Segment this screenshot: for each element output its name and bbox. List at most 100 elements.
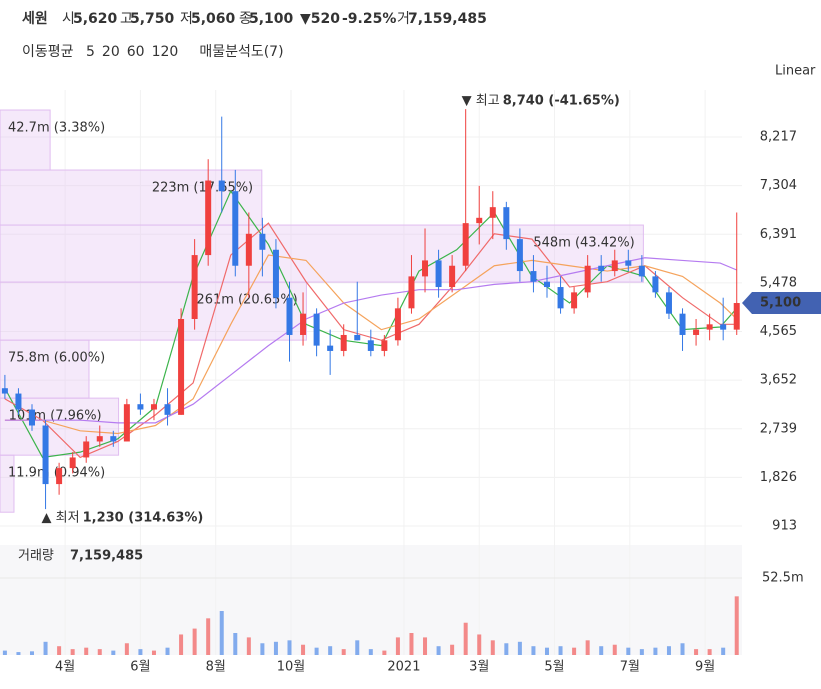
- volume-profile-label: 223m (17.65%): [152, 181, 253, 196]
- volume-bar: [504, 643, 509, 655]
- volume-profile-label: 261m (20.65%): [196, 293, 297, 308]
- volume-bar: [694, 649, 699, 655]
- header-change: ▼520: [300, 11, 340, 27]
- candle-body: [259, 233, 266, 250]
- candle-body: [476, 217, 483, 224]
- volume-bar: [246, 637, 251, 655]
- candle-body: [15, 393, 22, 410]
- volume-bar: [463, 622, 468, 655]
- header-high: 5,750: [130, 11, 175, 27]
- candle-body: [422, 260, 429, 277]
- candle-body: [286, 297, 293, 335]
- volume-bar: [450, 644, 455, 655]
- volume-bar: [206, 618, 211, 655]
- header-close-label: 종: [239, 11, 252, 27]
- candle-body: [110, 436, 117, 442]
- header-close: 5,100: [249, 11, 294, 27]
- moving-average-line: [4, 222, 737, 459]
- candle-body: [435, 260, 442, 288]
- volume-bar: [558, 646, 563, 655]
- candle-body: [218, 180, 225, 192]
- candle-body: [327, 345, 334, 351]
- volume-bar: [165, 647, 170, 655]
- volume-bar: [138, 649, 143, 655]
- volume-bar: [707, 649, 712, 655]
- candle-body: [272, 249, 279, 298]
- volume-bar: [490, 640, 495, 655]
- volume-bar: [423, 637, 428, 655]
- candle-body: [665, 292, 672, 314]
- volume-bar: [260, 643, 265, 655]
- x-tick-label: 7월: [620, 660, 640, 675]
- volume-profile-bar: [0, 109, 51, 171]
- volume-bar: [382, 650, 387, 655]
- volume-bar: [111, 650, 116, 655]
- volume-bar: [192, 628, 197, 655]
- volume-bar: [219, 611, 224, 655]
- candle-body: [69, 457, 76, 469]
- candle-body: [164, 404, 171, 415]
- y-tick-label: 913: [772, 518, 797, 533]
- volume-bar: [666, 646, 671, 655]
- candle-body: [232, 191, 239, 266]
- header-low: 5,060: [191, 11, 236, 27]
- x-tick-label: 4월: [55, 660, 75, 675]
- annotation-label: ▲ 최저: [42, 511, 80, 526]
- volume-bar: [328, 646, 333, 655]
- candle-body: [408, 276, 415, 309]
- candle-body: [137, 404, 144, 410]
- candle-body: [381, 340, 388, 351]
- volume-profile-bar: [0, 169, 263, 226]
- moving-average-line: [4, 254, 738, 435]
- volume-bar: [29, 651, 34, 655]
- x-tick-label: 8월: [206, 660, 226, 675]
- volume-bar: [639, 649, 644, 655]
- volume-bar: [2, 650, 7, 655]
- volume-bar: [151, 650, 156, 655]
- volume-profile-label: 548m (43.42%): [533, 236, 634, 251]
- volume-bar: [395, 637, 400, 655]
- candle-body: [557, 287, 564, 309]
- scale-label: Linear: [775, 64, 816, 79]
- candle-body: [489, 207, 496, 218]
- candle-body: [693, 329, 700, 335]
- price-tag: [742, 292, 821, 315]
- header-open-label: 시: [62, 11, 75, 27]
- y-tick-label: 8,217: [760, 130, 797, 145]
- x-tick-label: 2021: [387, 660, 420, 675]
- candle-body: [530, 271, 537, 282]
- candle-body: [1, 388, 8, 394]
- header-low-label: 저: [180, 11, 193, 27]
- candle-body: [503, 207, 510, 240]
- header-change-pct: -9.25%: [342, 11, 396, 27]
- candle-body: [191, 255, 198, 319]
- candle-body: [42, 425, 49, 485]
- moving-average-line: [4, 189, 738, 459]
- header-volume-label: 거: [397, 11, 410, 27]
- x-tick-label: 10월: [277, 660, 306, 675]
- volume-bar: [721, 647, 726, 655]
- annotation-value: 8,740 (-41.65%): [503, 94, 620, 109]
- annotation-value: 1,230 (314.63%): [83, 511, 204, 526]
- volume-profile-label: 42.7m (3.38%): [8, 121, 105, 136]
- candle-body: [449, 265, 456, 288]
- candle-body: [652, 276, 659, 293]
- candle-body: [584, 265, 591, 293]
- ma-legend: 5: [86, 44, 95, 60]
- volume-bar: [409, 633, 414, 655]
- candle-body: [178, 318, 185, 415]
- volume-bar: [585, 640, 590, 655]
- candle-body: [720, 324, 727, 330]
- volume-bar: [436, 646, 441, 655]
- candle-body: [625, 260, 632, 266]
- annotation-label: ▼ 최고: [462, 94, 500, 109]
- volume-title: 거래량: [18, 549, 54, 564]
- y-tick-label: 2,739: [760, 421, 797, 436]
- volume-bar: [599, 646, 604, 655]
- volume-profile-bar: [0, 454, 15, 513]
- volume-tick-label: 52.5m: [762, 571, 804, 586]
- candle-body: [638, 265, 645, 277]
- volume-bar: [84, 647, 89, 655]
- x-tick-label: 6월: [130, 660, 150, 675]
